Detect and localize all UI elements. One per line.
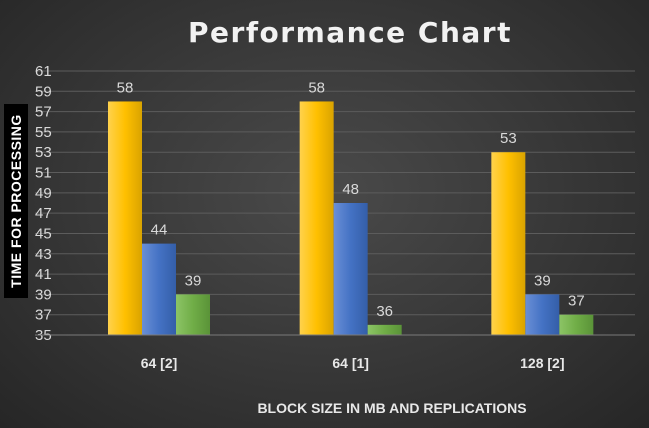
- bar: [333, 203, 368, 335]
- x-axis-label: BLOCK SIZE IN MB AND REPLICATIONS: [257, 400, 526, 416]
- bar: [299, 101, 334, 335]
- y-tick-label: 37: [35, 307, 52, 324]
- y-tick-label: 53: [35, 144, 52, 161]
- bar: [108, 101, 142, 335]
- y-tick-label: 43: [35, 246, 52, 263]
- y-axis-label-background: [4, 104, 28, 298]
- data-label: 58: [117, 79, 134, 96]
- y-tick-label: 59: [35, 83, 52, 100]
- y-tick-label: 61: [35, 63, 52, 80]
- data-label: 58: [308, 79, 325, 96]
- bars: [108, 101, 594, 335]
- data-labels: 58 44 39 58 48 36 53 39 37: [117, 79, 585, 319]
- y-tick-label: 55: [35, 124, 52, 141]
- y-tick-label: 49: [35, 185, 52, 202]
- x-axis-ticks: 64 [2] 64 [1] 128 [2]: [141, 355, 565, 371]
- bar: [491, 152, 526, 335]
- bar: [367, 324, 402, 335]
- data-label: 48: [342, 181, 359, 198]
- y-tick-label: 51: [35, 165, 52, 182]
- y-tick-label: 39: [35, 286, 52, 303]
- x-tick-label: 128 [2]: [520, 355, 564, 371]
- data-label: 39: [534, 272, 551, 289]
- data-label: 53: [500, 130, 517, 147]
- y-tick-label: 47: [35, 205, 52, 222]
- data-label: 37: [568, 293, 585, 310]
- y-axis-label: TIME FOR PROCESSING: [8, 114, 24, 288]
- chart-title: Performance Chart: [188, 16, 512, 49]
- x-tick-label: 64 [1]: [332, 355, 369, 371]
- data-label: 44: [151, 222, 168, 239]
- x-tick-label: 64 [2]: [141, 355, 178, 371]
- bar: [176, 294, 210, 335]
- y-tick-label: 45: [35, 225, 52, 242]
- bar: [559, 314, 594, 335]
- data-label: 36: [376, 303, 393, 320]
- y-tick-label: 57: [35, 104, 52, 121]
- y-tick-label: 41: [35, 266, 52, 283]
- bar: [525, 294, 560, 335]
- data-label: 39: [185, 272, 202, 289]
- bar: [142, 243, 176, 335]
